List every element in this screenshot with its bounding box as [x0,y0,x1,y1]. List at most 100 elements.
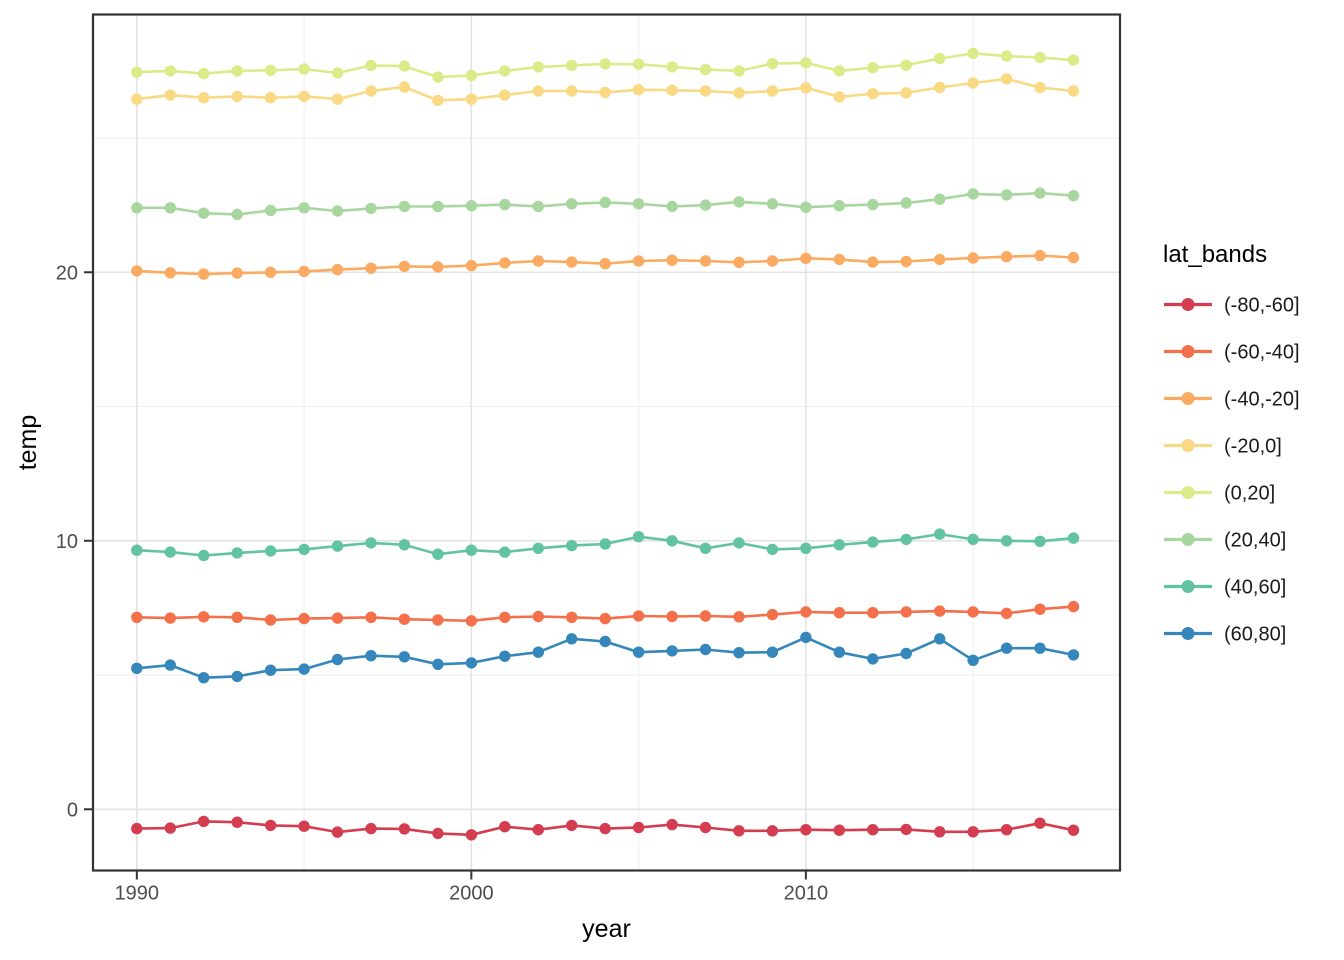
data-point [365,85,377,97]
data-point [331,67,344,79]
data-point [867,198,879,211]
data-point [331,93,344,105]
data-point [298,90,310,103]
data-point [934,826,946,838]
data-point [532,824,544,836]
data-point [1034,642,1046,654]
data-point [231,208,243,221]
data-point [499,821,511,833]
data-point [331,826,344,838]
data-point [632,255,645,267]
data-point [198,92,210,104]
data-point [465,544,478,556]
data-point [666,61,678,73]
data-point [867,61,879,74]
data-point [365,202,377,215]
data-point [867,607,879,619]
data-point [198,67,210,80]
data-point [465,69,478,82]
data-point [398,539,411,551]
x-tick-label: 2010 [784,883,829,905]
data-point [666,200,678,213]
data-point [599,538,611,550]
data-point [900,197,912,209]
data-point [733,87,745,99]
data-point [934,52,946,65]
data-point [566,611,578,623]
data-point [800,201,812,213]
data-point [1034,187,1046,199]
plot-panel-border [91,13,1122,872]
data-point [131,662,143,674]
data-point [666,610,678,623]
legend-item: (-20,0] [1164,436,1282,458]
data-point [432,827,444,840]
data-point [532,255,544,267]
data-point [1000,73,1013,85]
data-point [164,546,176,558]
data-point [365,650,377,662]
data-point [666,645,678,657]
data-point [131,544,143,556]
legend-item-label: (20,40] [1224,530,1286,552]
data-point [566,256,578,268]
data-point [833,824,845,836]
data-point [800,606,812,618]
data-point [298,202,310,214]
data-point [867,824,879,836]
data-point [264,204,277,217]
data-point [766,543,779,556]
data-point [398,260,411,273]
data-point [766,255,779,267]
data-point [131,93,143,105]
data-point [733,537,745,549]
legend-key-point [1181,533,1195,546]
data-point [264,545,277,557]
data-point [632,198,645,210]
axis-ticks-layer [84,271,807,880]
data-point [465,93,478,105]
data-point [800,57,812,69]
data-point [699,821,712,834]
data-point [800,542,812,554]
data-point [465,259,478,272]
data-point [1034,603,1046,615]
legend-item-label: (-40,-20] [1224,389,1300,411]
data-point [231,670,243,683]
legend-key-point [1181,345,1195,358]
data-point [432,71,444,83]
data-point [164,612,176,624]
data-point [566,819,578,832]
data-point [599,635,611,648]
data-point [632,610,645,622]
data-point [632,646,645,658]
data-point [465,200,478,212]
data-point [800,824,812,836]
data-point [365,262,377,274]
grid-major-layer [93,14,1120,871]
data-point [365,59,377,72]
data-point [532,85,544,97]
data-point [833,539,845,551]
data-point [599,612,611,625]
data-point [833,91,845,103]
data-point [298,265,310,278]
data-point [632,58,645,70]
data-point [198,815,210,828]
data-point [298,543,310,556]
data-point [900,59,912,71]
data-point [967,533,979,546]
data-point [699,85,712,97]
data-point [733,256,745,268]
data-point [164,202,176,214]
data-point [566,633,578,645]
data-point [131,822,143,835]
legend-item-label: (-20,0] [1224,436,1282,458]
data-point [198,611,210,623]
data-point [632,84,645,96]
data-point [398,81,411,93]
data-point [766,825,779,837]
data-point [432,200,444,213]
